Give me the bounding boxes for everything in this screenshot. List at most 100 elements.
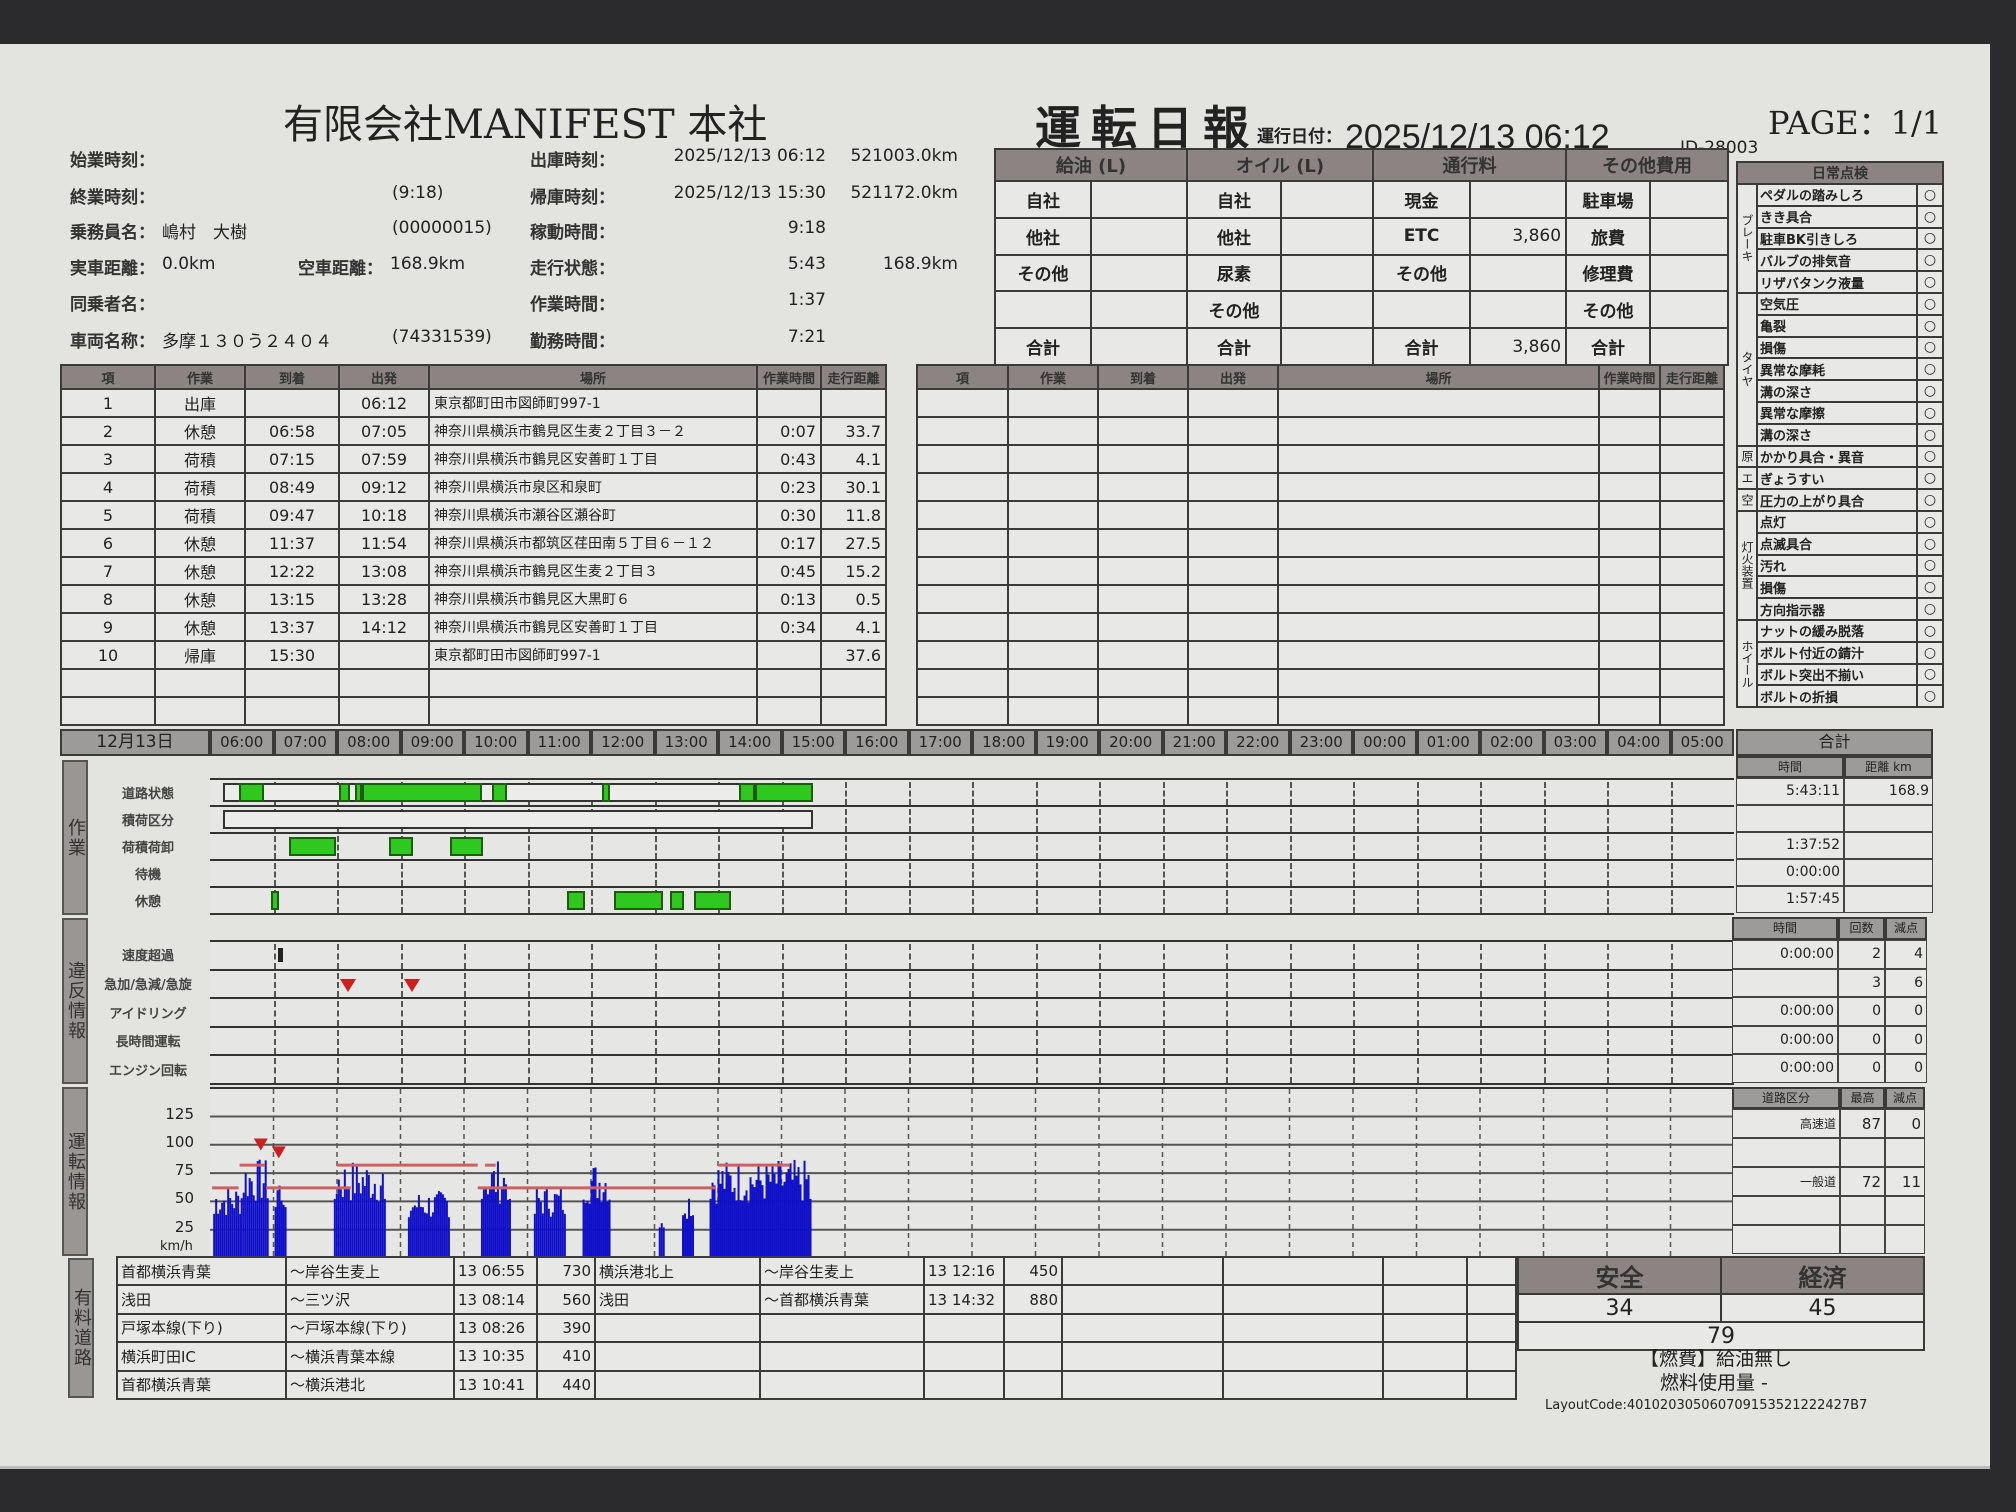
toll-exit: [759, 1341, 925, 1372]
hour-gridline: [908, 863, 911, 886]
total-distance: 168.9: [1844, 778, 1933, 805]
inspection-group: エ: [1736, 466, 1758, 491]
work-cell: [916, 500, 1009, 530]
hour-gridline: [1226, 1001, 1228, 1026]
hour-gridline: [1607, 809, 1609, 832]
hour-gridline: [1480, 809, 1482, 832]
speed-bar: [715, 1203, 718, 1256]
work-row: [916, 584, 1725, 614]
toll-road-table: 首都横浜青葉 ～岸谷生麦上 13 06:55 730 横浜港北上 ～岸谷生麦上 13 12:…: [116, 1255, 1517, 1400]
hour-gridline: [527, 1001, 530, 1026]
inspection-result: ○: [1916, 400, 1944, 425]
inspection-title: 日常点検: [1736, 161, 1944, 185]
speed-bar: [799, 1184, 802, 1256]
work-cell: [1007, 584, 1099, 614]
work-cell: [916, 640, 1009, 670]
toll-entry: [594, 1369, 761, 1400]
hour-gridline: [1416, 809, 1419, 832]
speed-bar: [771, 1163, 774, 1256]
hour-gridline: [464, 1029, 466, 1055]
work-cell: [1598, 500, 1661, 530]
hour-gridline: [1480, 782, 1482, 805]
speed-bar: [284, 1207, 287, 1256]
violation-time: 0:00:00: [1732, 940, 1838, 969]
work-column-header: 項: [916, 364, 1009, 390]
work-column-header: 出発: [1187, 364, 1279, 390]
work-cell: [1659, 556, 1725, 586]
cost-label: 修理費: [1565, 253, 1652, 293]
hour-gridline: [591, 1001, 593, 1026]
speed-bar: [349, 1200, 352, 1256]
hour-label: 08:00: [337, 729, 401, 756]
activity-bar: [693, 891, 731, 910]
hour-gridline: [1162, 1058, 1165, 1083]
violation-points: 0: [1885, 1025, 1927, 1055]
inspection-item: かかり具合・異音: [1756, 444, 1918, 469]
cost-group-header: 給油 (L): [993, 148, 1189, 182]
hour-gridline: [1607, 782, 1609, 805]
work-cell: 神奈川県横浜市泉区和泉町: [428, 472, 758, 502]
speed-bar: [588, 1203, 591, 1256]
work-table: 項作業 到着 出発 場所 作業時間 走行距離 1 出庫 06:12 東京都町田市図師町997-1 2…: [60, 364, 887, 726]
work-cell: [1277, 444, 1600, 474]
road-cell: [1840, 1138, 1885, 1167]
work-cell: 27.5: [820, 528, 887, 558]
speed-bar: [343, 1169, 346, 1256]
speed-bar: [233, 1208, 236, 1256]
speed-bar: [371, 1193, 374, 1256]
speed-bar: [747, 1202, 750, 1256]
speed-bar: [690, 1216, 693, 1256]
work-cell: [1598, 388, 1661, 418]
toll-row: 首都横浜青葉 ～横浜港北 13 10:41 440: [116, 1369, 1517, 1400]
timeline-row-label: 急加/急減/急旋: [104, 977, 192, 993]
hour-label: 20:00: [1099, 729, 1163, 756]
speed-bar: [502, 1177, 505, 1256]
hour-gridline: [1162, 890, 1165, 913]
hour-gridline: [718, 944, 720, 969]
work-cell: 1: [60, 388, 156, 418]
hour-gridline: [781, 1029, 784, 1055]
speed-bar: [795, 1175, 798, 1256]
speed-bar: [425, 1213, 428, 1256]
cost-value: 3,860: [1469, 327, 1568, 366]
timeline-row: [210, 968, 1734, 998]
speed-bar: [662, 1227, 665, 1256]
inspection-result: ○: [1916, 379, 1944, 403]
section-driving: 運転情報: [62, 1087, 88, 1256]
cost-label: [994, 290, 1092, 330]
toll-fee: 390: [536, 1312, 596, 1344]
work-cell: [1187, 416, 1279, 446]
cost-value: [1089, 290, 1189, 330]
inspection-row: エぎょうすい ○: [1736, 466, 1944, 491]
speed-bar: [252, 1195, 255, 1256]
hour-gridline: [1416, 1001, 1419, 1026]
work-cell: 11:54: [338, 528, 430, 558]
speed-bar: [547, 1208, 550, 1256]
work-cell: [1598, 444, 1661, 474]
hour-gridline: [1353, 782, 1355, 805]
hour-gridline: [1162, 836, 1165, 859]
timeline-row: [210, 1054, 1734, 1083]
inspection-result: ○: [1916, 313, 1944, 338]
inspection-row: 溝の深さ ○: [1737, 422, 1944, 447]
hour-gridline: [1099, 1001, 1101, 1026]
hour-gridline: [1289, 809, 1292, 832]
hour-gridline: [1035, 836, 1038, 859]
hour-gridline: [1670, 1001, 1673, 1026]
cost-label: その他: [1372, 253, 1472, 293]
work-cell: 0:34: [756, 612, 822, 642]
toll-time: 13 10:35: [453, 1341, 538, 1372]
total-distance: [1844, 859, 1933, 886]
speed-bar: [753, 1187, 756, 1256]
toll-entry: [1061, 1369, 1224, 1400]
activity-bar: [354, 783, 363, 802]
speed-bar: [737, 1164, 740, 1256]
hour-gridline: [1607, 944, 1609, 969]
speed-bar: [763, 1198, 766, 1256]
speed-bar: [351, 1162, 354, 1256]
work-cell: [1187, 500, 1279, 530]
speed-bar: [437, 1191, 440, 1256]
info-value: 1:37: [787, 290, 826, 310]
hour-label: 12:00: [591, 729, 655, 756]
speed-bar: [555, 1194, 558, 1256]
